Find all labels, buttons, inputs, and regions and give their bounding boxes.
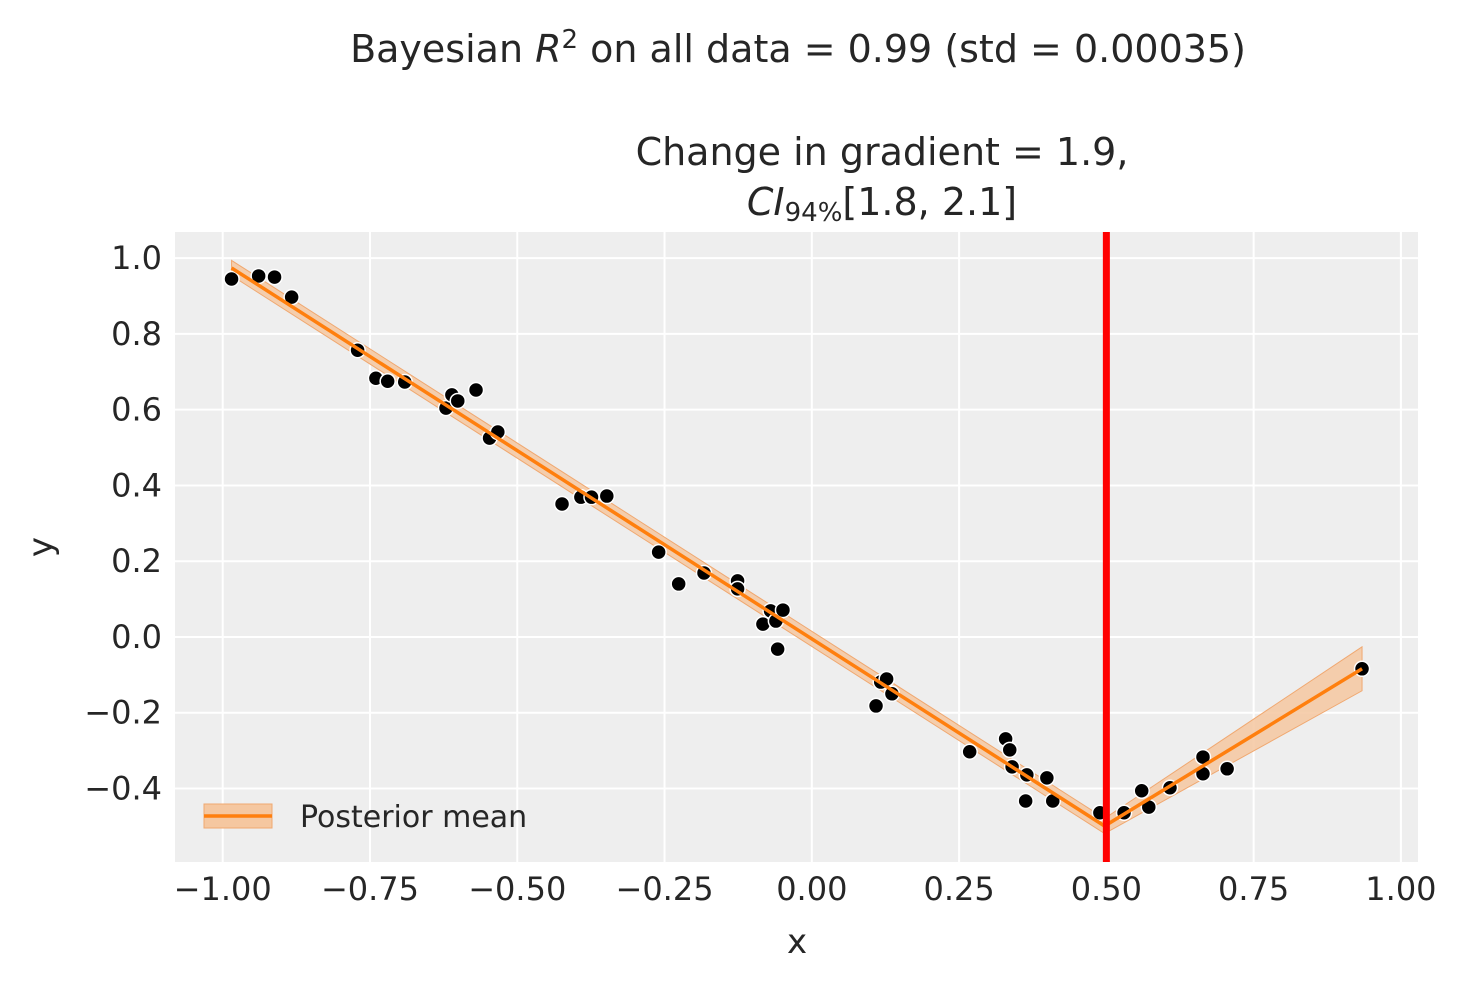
x-tick-label: −0.50 [468,870,566,908]
x-tick-label: 1.00 [1365,870,1436,908]
chart-title-line1: Change in gradient = 1.9, [636,130,1129,174]
chart-suptitle: Bayesian R2 on all data = 0.99 (std = 0.… [350,25,1246,71]
x-tick-label: 0.50 [1071,870,1142,908]
data-point [1017,792,1034,810]
grid [175,232,1418,862]
legend-label: Posterior mean [300,800,527,835]
y-tick-label: 0.8 [111,315,162,353]
x-tick-label: −1.00 [174,870,272,908]
data-point [769,640,786,658]
y-tick-label: 0.2 [111,542,162,580]
x-axis-label: x [787,922,807,962]
y-tick-label: 0.0 [111,618,162,656]
data-point [961,743,978,761]
x-tick-label: 0.25 [923,870,994,908]
data-point [650,543,667,561]
data-point [467,381,485,399]
y-tick-label: −0.4 [84,770,162,808]
x-tick-label: −0.25 [616,870,714,908]
data-point [449,392,467,410]
chart-title-line2: CI94%[1.8, 2.1] [747,180,1017,228]
y-tick-label: −0.2 [84,694,162,732]
data-point [1038,769,1056,787]
data-point [379,373,396,390]
data-point [670,575,687,593]
y-tick-label: 1.0 [111,239,162,277]
y-tick-label: 0.6 [111,391,162,429]
data-point [1133,782,1150,800]
data-point [266,268,283,286]
legend: Posterior mean [203,800,527,835]
data-point [223,270,240,288]
y-tick-label: 0.4 [111,466,162,504]
data-point [1001,741,1019,759]
tick-labels: −1.00 −0.75 −0.50 −0.25 0.00 0.25 0.50 0.75 1.00… [84,239,1436,908]
data-point [867,697,885,715]
data-points [223,267,1371,822]
data-point [553,495,571,513]
data-point [774,601,792,619]
y-axis-label: y [21,537,61,557]
data-point [1218,760,1236,778]
x-tick-label: 0.00 [776,870,847,908]
data-point [598,487,616,505]
x-tick-label: −0.75 [321,870,419,908]
x-tick-label: 0.75 [1218,870,1289,908]
